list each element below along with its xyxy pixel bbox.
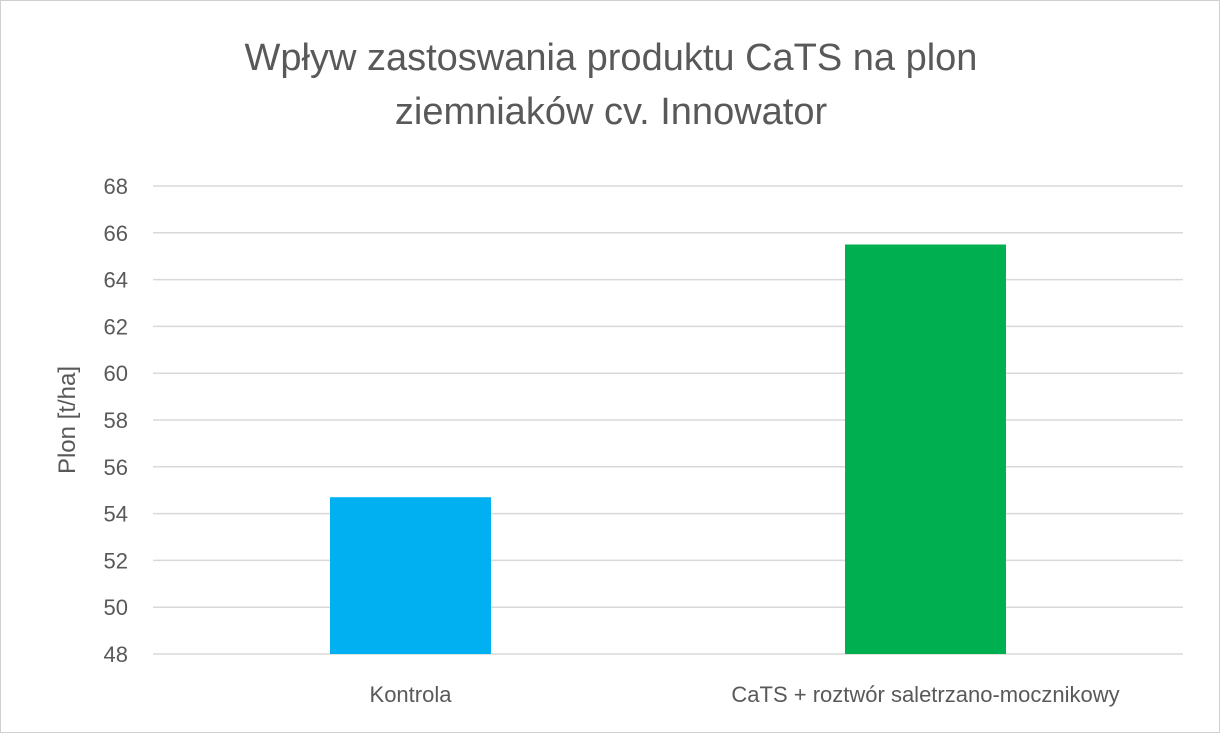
bar-kontrola [330, 497, 491, 654]
y-tick-label: 60 [104, 361, 128, 386]
y-tick-label: 62 [104, 314, 128, 339]
x-axis-categories: Kontrola CaTS + roztwór saletrzano-moczni… [370, 682, 1120, 707]
y-tick-label: 68 [104, 174, 128, 199]
y-axis-title: Plon [t/ha] [54, 366, 81, 474]
chart-title: Wpływ zastoswania produktu CaTS na plon … [161, 31, 1061, 139]
y-tick-label: 52 [104, 548, 128, 573]
x-category-label: CaTS + roztwór saletrzano-mocznikowy [731, 682, 1119, 707]
x-category-label: Kontrola [370, 682, 453, 707]
bars [330, 244, 1006, 654]
y-axis-ticks: 48 50 52 54 56 58 60 62 64 66 68 [104, 174, 128, 667]
y-tick-label: 58 [104, 408, 128, 433]
y-tick-label: 64 [104, 268, 128, 293]
y-tick-label: 48 [104, 642, 128, 667]
gridlines [153, 185, 1183, 655]
y-tick-label: 66 [104, 221, 128, 246]
chart-title-line-1: Wpływ zastoswania produktu CaTS na plon [244, 37, 978, 79]
bar-cats [845, 244, 1006, 654]
y-tick-label: 50 [104, 595, 128, 620]
y-tick-label: 56 [104, 455, 128, 480]
y-tick-label: 54 [104, 502, 128, 527]
chart-title-line-2: ziemniaków cv. Innowator [394, 91, 828, 133]
